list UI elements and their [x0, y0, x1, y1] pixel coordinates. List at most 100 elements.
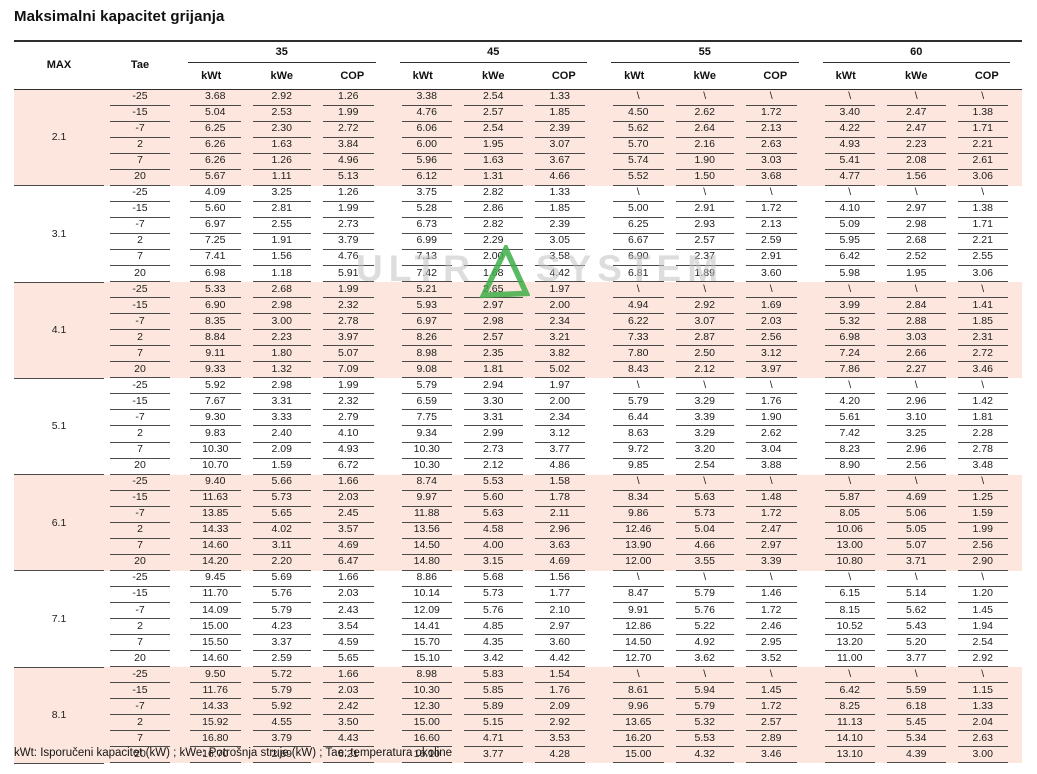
cell-value: 2: [110, 138, 170, 154]
value-cell: \: [881, 282, 952, 299]
cell-value: 4.09: [190, 186, 241, 202]
value-cell: 9.72: [599, 443, 670, 459]
value-cell: 2.04: [951, 715, 1022, 732]
cell-value: 7.13: [401, 250, 452, 267]
cell-value: 2.50: [675, 346, 734, 363]
value-cell: 9.45: [176, 571, 247, 587]
cell-value: 3.46: [957, 362, 1008, 379]
value-cell: 1.58: [528, 474, 599, 491]
value-cell: 3.29: [670, 426, 741, 443]
max-value-cell: 5.1: [14, 378, 104, 476]
cell-value: 5.94: [675, 683, 734, 700]
cell-value: 7: [110, 443, 170, 459]
tae-cell: 7: [104, 346, 176, 363]
value-cell: 4.22: [810, 121, 881, 138]
cell-value: 2.92: [957, 651, 1008, 668]
cell-value: 7: [110, 539, 170, 555]
value-cell: 15.50: [176, 635, 247, 652]
value-cell: \: [952, 378, 1023, 395]
value-cell: 3.39: [740, 554, 811, 571]
cell-value: 3.12: [746, 346, 797, 363]
cell-value: 1.89: [675, 266, 734, 283]
value-cell: 5.79: [246, 683, 317, 700]
cell-value: 2.92: [675, 298, 734, 315]
cell-value: 14.33: [190, 523, 241, 539]
cell-value: 2.20: [252, 555, 311, 571]
cell-value: -7: [110, 507, 170, 523]
value-cell: 2.28: [952, 426, 1023, 443]
cell-value: 5.07: [323, 346, 374, 363]
value-cell: 5.65: [317, 651, 388, 668]
value-cell: 1.33: [529, 186, 600, 202]
value-cell: \: [740, 378, 811, 395]
table-row: -7 8.35 3.00 2.78 6.97 2.98 2.34 6.22 3.07 2.03 5.…: [14, 314, 1022, 331]
cell-value: 3.10: [887, 410, 946, 427]
cell-value: 4.77: [824, 170, 875, 186]
value-cell: 11.63: [176, 490, 247, 507]
cell-value: 3.77: [534, 443, 585, 459]
unit-header: kWt: [176, 63, 247, 90]
value-cell: 1.72: [740, 105, 811, 122]
cell-value: 10.30: [401, 683, 452, 700]
unit-header: kWe: [881, 63, 952, 90]
cell-value: 9.50: [190, 667, 241, 684]
cell-value: 1.59: [252, 459, 311, 475]
unit-header: kWt: [599, 63, 670, 90]
value-cell: 13.00: [810, 538, 881, 555]
cell-value: 1.81: [464, 362, 523, 379]
cell-value: 2.03: [746, 314, 797, 331]
value-cell: 2.82: [458, 186, 529, 202]
cell-value: 1.85: [534, 106, 585, 122]
value-cell: 2.82: [458, 218, 529, 234]
value-cell: 8.98: [387, 667, 458, 684]
value-cell: 11.13: [810, 715, 881, 732]
value-cell: \: [951, 667, 1022, 684]
cell-value: \: [957, 282, 1008, 299]
cell-value: 2.96: [887, 443, 946, 459]
cell-value: 1.33: [534, 186, 585, 202]
cell-value: 1.56: [534, 571, 585, 587]
cell-value: 8.74: [401, 475, 452, 491]
max-group: 7.1 -25 9.45 5.69 1.66 8.86 5.68 1.56 \ \ \ \ \ \ -15 1…: [14, 570, 1023, 668]
cell-value: 6.59: [401, 394, 452, 411]
tae-cell: -7: [104, 121, 176, 138]
cell-value: 1.58: [534, 475, 585, 491]
cell-value: 6.90: [190, 298, 241, 315]
value-cell: 5.04: [669, 522, 740, 539]
tae-cell: 2: [104, 137, 176, 154]
cell-value: 14.60: [190, 539, 241, 555]
value-cell: 10.80: [810, 554, 881, 571]
cell-value: 1.45: [746, 683, 797, 700]
tae-cell: 7: [104, 250, 176, 267]
cell-value: 12.09: [401, 603, 452, 620]
value-cell: 9.50: [176, 667, 247, 684]
value-cell: 14.41: [388, 619, 459, 636]
cell-value: 2.54: [464, 122, 523, 138]
value-cell: 2.92: [952, 651, 1023, 668]
cell-value: 1.11: [252, 170, 311, 186]
value-cell: \: [881, 474, 952, 491]
value-cell: 3.63: [528, 538, 599, 555]
value-cell: 4.66: [528, 169, 599, 186]
value-cell: 5.62: [599, 121, 670, 138]
cell-value: 5.91: [323, 266, 374, 283]
value-cell: 3.40: [810, 105, 881, 122]
value-cell: 3.30: [458, 394, 529, 411]
value-cell: 4.96: [317, 153, 388, 170]
cell-value: 6.99: [401, 234, 452, 250]
value-cell: 1.71: [951, 121, 1022, 138]
value-cell: 5.70: [599, 137, 670, 154]
cell-value: 4.69: [323, 539, 374, 555]
value-cell: 2.29: [458, 234, 529, 250]
table-row: 3.1 -25 4.09 3.25 1.26 3.75 2.82 1.33 \ \ \ \ \ \: [14, 185, 1022, 283]
value-cell: 2.63: [951, 731, 1022, 748]
value-cell: 2.00: [529, 394, 600, 411]
value-cell: 2.90: [951, 554, 1022, 571]
value-cell: 5.68: [458, 571, 529, 587]
cell-value: 2: [110, 523, 170, 539]
value-cell: 8.90: [811, 459, 882, 475]
cell-value: 5.72: [252, 667, 311, 684]
value-cell: 1.63: [246, 137, 317, 154]
value-cell: 1.48: [740, 490, 811, 507]
cell-value: 2.34: [534, 314, 585, 331]
